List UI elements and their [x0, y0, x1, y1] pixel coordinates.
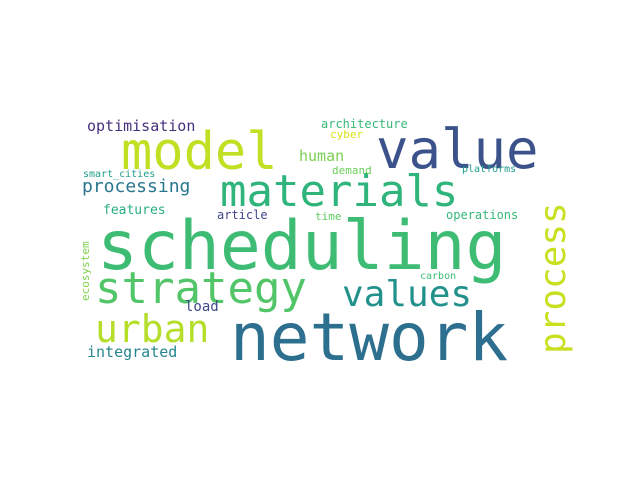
word-values: values [342, 274, 473, 315]
word-materials: materials [220, 166, 459, 217]
word-load: load [185, 299, 219, 315]
word-optimisation: optimisation [87, 117, 196, 135]
word-value: value [376, 118, 539, 181]
word-strategy: strategy [95, 263, 307, 314]
word-model: model [121, 122, 278, 182]
word-urban: urban [95, 307, 210, 351]
word-features: features [103, 203, 166, 218]
word-scheduling: scheduling [97, 207, 507, 286]
word-demand: demand [332, 164, 372, 177]
word-time: time [315, 210, 342, 223]
word-network: network [230, 299, 509, 376]
word-integrated: integrated [87, 343, 178, 361]
word-carbon: carbon [420, 271, 457, 282]
word-ecosystem: ecosystem [79, 241, 92, 301]
word-process: process [533, 202, 574, 354]
word-human: human [299, 147, 345, 165]
word-platforms: platforms [462, 164, 517, 175]
word-smart_cities: smart_cities [83, 169, 156, 180]
word-architecture: architecture [321, 117, 408, 131]
word-operations: operations [446, 208, 519, 222]
word-article: article [217, 208, 268, 222]
word-processing: processing [82, 176, 191, 197]
word-cloud: scheduling network materials value model… [75, 114, 574, 371]
word-cyber: cyber [330, 128, 364, 141]
